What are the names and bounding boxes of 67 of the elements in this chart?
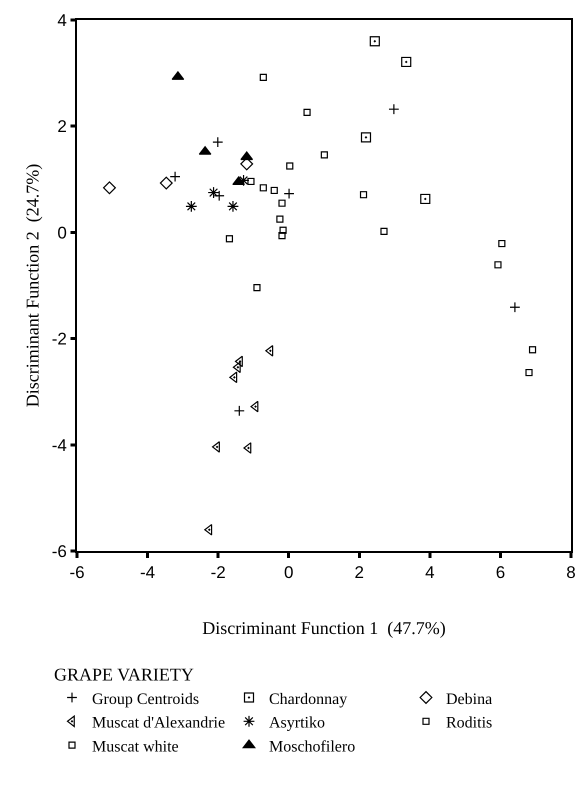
point: [380, 228, 388, 235]
point: [226, 200, 239, 212]
x-tick-label: 0: [284, 563, 294, 582]
x-axis-title: Discriminant Function 1 (47.7%): [202, 618, 446, 638]
legend-label: Muscat white: [92, 738, 179, 756]
point: [234, 356, 243, 368]
x-tick-label: -6: [69, 563, 85, 582]
x-tick-label: 4: [425, 563, 435, 582]
point: [260, 74, 267, 81]
legend-label: Chardonnay: [269, 690, 348, 708]
y-axis-title: Discriminant Function 2 (24.7%): [22, 164, 42, 408]
x-tick-label: -4: [140, 563, 156, 582]
legend-label: Roditis: [446, 714, 492, 732]
point: [401, 56, 412, 68]
point: [420, 194, 430, 204]
point: [160, 176, 173, 190]
point: [278, 232, 286, 240]
point: [303, 108, 311, 116]
point: [226, 235, 234, 242]
point: [494, 261, 502, 268]
point: [234, 405, 245, 416]
y-tick-label: -6: [52, 542, 67, 561]
point: [250, 400, 258, 412]
point: [243, 442, 252, 454]
point: [276, 216, 284, 223]
point: [279, 226, 287, 234]
y-tick-label: -2: [52, 330, 67, 349]
y-tick-label: 4: [57, 10, 67, 30]
legend-label: Moschofilero: [269, 738, 356, 756]
point: [320, 151, 328, 158]
y-tick-label: -4: [52, 436, 67, 455]
point: [229, 372, 238, 384]
legend-title: GRAPE VARIETY: [54, 664, 194, 685]
x-tick-label: -2: [210, 563, 226, 582]
point: [240, 151, 254, 160]
point: [360, 132, 372, 142]
legend-label: Muscat d'Alexandrie: [92, 714, 226, 732]
point: [278, 200, 286, 207]
legend-label: Asyrtiko: [269, 714, 325, 732]
point: [265, 345, 274, 357]
point: [498, 240, 506, 248]
legend-label: Group Centroids: [92, 690, 200, 708]
point: [253, 284, 261, 292]
legend-label: Debina: [446, 690, 492, 708]
point: [238, 174, 250, 186]
x-tick-label: 2: [354, 563, 364, 582]
y-tick-label: 2: [57, 117, 67, 136]
point: [185, 200, 198, 212]
point: [232, 176, 245, 186]
point: [509, 302, 520, 313]
point: [270, 186, 278, 194]
point: [525, 368, 533, 376]
point: [247, 178, 255, 186]
point: [370, 36, 380, 46]
point: [260, 184, 267, 192]
point: [286, 162, 294, 170]
point: [360, 191, 368, 198]
point: [528, 346, 536, 354]
x-tick-label: 8: [566, 563, 576, 582]
point: [170, 171, 181, 182]
point: [103, 181, 116, 194]
x-tick-label: 6: [496, 563, 506, 582]
point: [284, 188, 295, 200]
y-tick-label: 0: [57, 223, 67, 242]
point: [212, 136, 224, 148]
point: [388, 104, 400, 115]
point: [212, 441, 220, 453]
